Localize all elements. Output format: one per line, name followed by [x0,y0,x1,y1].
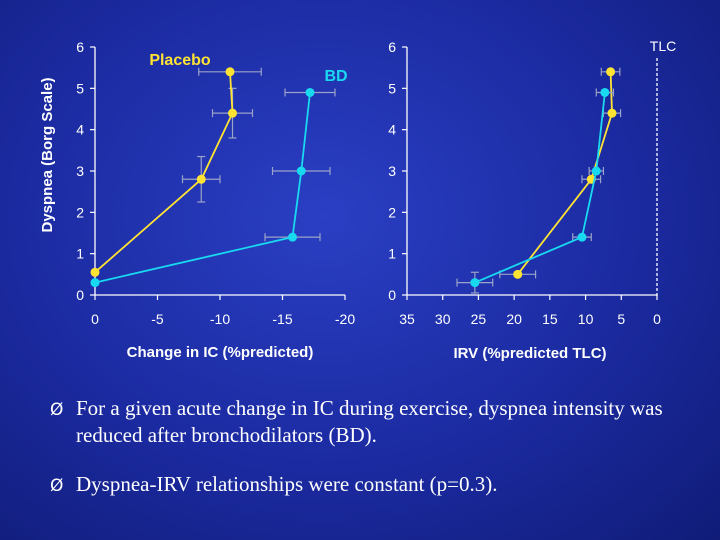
legend-bd-label: BD [324,68,347,85]
right-x-tick-label: 30 [435,311,451,327]
left-x-tick-label: -10 [210,311,230,327]
right-x-tick-label: 15 [542,311,558,327]
right-x-tick-label: 20 [506,311,522,327]
left-y-tick-label: 5 [76,80,84,96]
left-y-tick-label: 1 [76,246,84,262]
bullet-item-2: Ø Dyspnea-IRV relationships were constan… [50,471,690,500]
left-y-tick-label: 0 [76,287,84,303]
right-chart-series [456,67,622,294]
left-chart-series [90,67,336,288]
right-bd-data-point [577,232,587,242]
right-bd-data-point [591,166,601,176]
right-chart-axes: 0 1 2 3 4 5 6 35 30 25 20 15 10 5 0 [388,39,661,327]
right-y-tick-label: 6 [388,39,396,55]
left-y-tick-label: 6 [76,39,84,55]
left-placebo-data-point [90,267,100,277]
right-bd-data-point [600,87,610,97]
left-x-tick-label: -5 [151,311,164,327]
tlc-annotation: TLC [650,38,676,54]
right-x-tick-label: 5 [617,311,625,327]
right-bd-data-point [470,278,480,288]
left-placebo-series-line [94,71,234,273]
right-x-tick-label: 0 [653,311,661,327]
right-bd-series-line [474,92,606,284]
left-x-tick-label: 0 [91,311,99,327]
left-chart: Dyspnea (Borg Scale) 0 1 2 3 4 5 6 0 -5 -10 -15 -20… [39,39,355,361]
right-y-tick-label: 4 [388,122,396,138]
bullet-text-2: Dyspnea-IRV relationships were constant … [76,472,498,496]
left-placebo-data-point [225,67,235,77]
right-x-tick-label: 35 [399,311,415,327]
right-chart: 0 1 2 3 4 5 6 35 30 25 20 15 10 5 0 TLC IRV (%predicte… [388,38,676,362]
left-y-tick-label: 4 [76,122,84,138]
left-chart-xlabel: Change in IC (%predicted) [127,344,314,361]
right-placebo-data-point [607,108,617,118]
left-bd-data-point [288,232,297,242]
charts-canvas: Dyspnea (Borg Scale) 0 1 2 3 4 5 6 0 -5 -10 -15 -20… [39,38,676,362]
left-placebo-data-point [228,108,237,118]
bullet-list: Ø For a given acute change in IC during … [50,395,690,522]
right-y-tick-label: 0 [388,287,396,303]
legend-placebo-label: Placebo [149,52,211,69]
left-bd-series-line [94,92,311,284]
bullet-arrow-icon: Ø [50,400,64,420]
right-y-tick-label: 3 [388,163,396,179]
right-placebo-data-point [513,269,523,279]
right-placebo-data-point [606,67,616,77]
right-x-tick-label: 25 [471,311,487,327]
left-chart-axes: 0 1 2 3 4 5 6 0 -5 -10 -15 -20 [76,39,355,327]
left-y-tick-label: 2 [76,204,84,220]
left-placebo-data-point [196,174,206,184]
left-x-tick-label: -20 [335,311,355,327]
right-chart-xlabel: IRV (%predicted TLC) [453,345,606,362]
left-x-tick-label: -15 [272,311,292,327]
right-y-tick-label: 2 [388,204,396,220]
left-y-tick-label: 3 [76,163,84,179]
left-bd-data-point [305,87,315,97]
left-bd-data-point [90,278,100,288]
bullet-arrow-icon: Ø [50,476,64,496]
right-x-tick-label: 10 [578,311,594,327]
right-y-tick-label: 5 [388,80,396,96]
left-bd-data-point [296,166,306,176]
left-chart-ylabel: Dyspnea (Borg Scale) [39,77,56,232]
bullet-text-1: For a given acute change in IC during ex… [76,396,663,447]
bullet-item-1: Ø For a given acute change in IC during … [50,395,690,449]
right-y-tick-label: 1 [388,246,396,262]
